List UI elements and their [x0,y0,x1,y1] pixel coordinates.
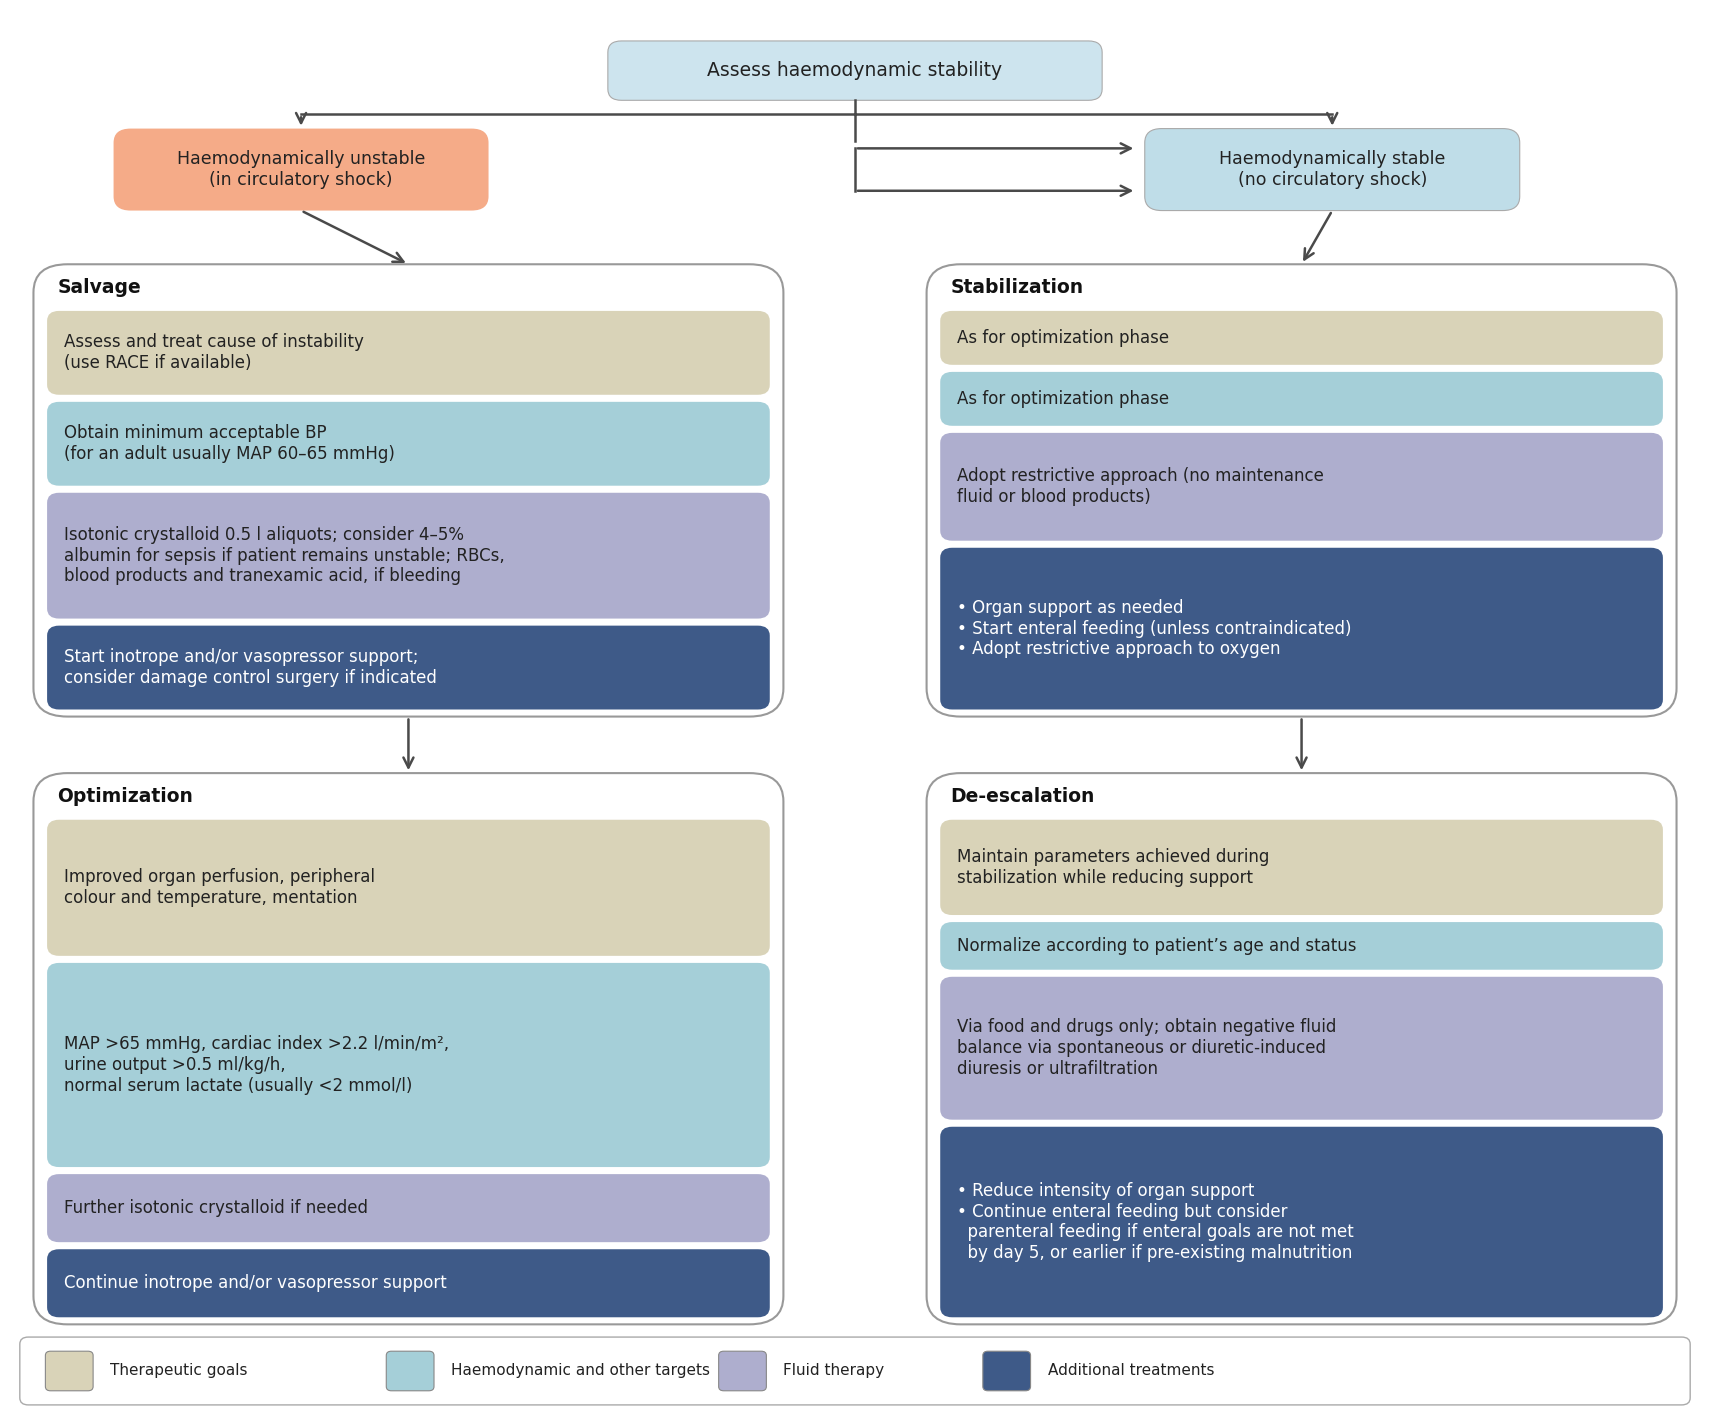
FancyBboxPatch shape [941,311,1662,365]
FancyBboxPatch shape [48,1174,770,1242]
Text: • Organ support as needed
• Start enteral feeding (unless contraindicated)
• Ado: • Organ support as needed • Start entera… [958,599,1353,658]
Text: Stabilization: Stabilization [951,278,1084,298]
FancyBboxPatch shape [113,129,489,210]
Text: Haemodynamically unstable
(in circulatory shock): Haemodynamically unstable (in circulator… [176,150,426,189]
FancyBboxPatch shape [983,1351,1031,1391]
FancyBboxPatch shape [927,264,1676,717]
FancyBboxPatch shape [48,1249,770,1317]
FancyBboxPatch shape [941,976,1662,1120]
Text: Start inotrope and/or vasopressor support;
consider damage control surgery if in: Start inotrope and/or vasopressor suppor… [65,648,438,687]
Text: MAP >65 mmHg, cardiac index >2.2 l/min/m²,
urine output >0.5 ml/kg/h,
normal ser: MAP >65 mmHg, cardiac index >2.2 l/min/m… [65,1036,450,1095]
Text: Haemodynamic and other targets: Haemodynamic and other targets [451,1364,710,1378]
FancyBboxPatch shape [386,1351,434,1391]
FancyBboxPatch shape [941,820,1662,915]
FancyBboxPatch shape [941,548,1662,710]
Text: As for optimization phase: As for optimization phase [958,329,1170,346]
FancyBboxPatch shape [941,922,1662,969]
Text: Obtain minimum acceptable BP
(for an adult usually MAP 60–65 mmHg): Obtain minimum acceptable BP (for an adu… [65,424,395,463]
Text: Additional treatments: Additional treatments [1048,1364,1214,1378]
FancyBboxPatch shape [48,820,770,956]
Text: As for optimization phase: As for optimization phase [958,390,1170,407]
FancyBboxPatch shape [607,41,1103,101]
FancyBboxPatch shape [48,492,770,619]
Text: Adopt restrictive approach (no maintenance
fluid or blood products): Adopt restrictive approach (no maintenan… [958,467,1324,507]
Text: Fluid therapy: Fluid therapy [783,1364,884,1378]
FancyBboxPatch shape [48,402,770,485]
FancyBboxPatch shape [48,964,770,1166]
Text: Improved organ perfusion, peripheral
colour and temperature, mentation: Improved organ perfusion, peripheral col… [65,868,374,907]
FancyBboxPatch shape [34,773,783,1324]
Text: Isotonic crystalloid 0.5 l aliquots; consider 4–5%
albumin for sepsis if patient: Isotonic crystalloid 0.5 l aliquots; con… [65,526,504,586]
FancyBboxPatch shape [941,372,1662,426]
Text: Via food and drugs only; obtain negative fluid
balance via spontaneous or diuret: Via food and drugs only; obtain negative… [958,1019,1337,1078]
FancyBboxPatch shape [941,433,1662,541]
FancyBboxPatch shape [941,1127,1662,1317]
FancyBboxPatch shape [48,626,770,710]
FancyBboxPatch shape [1144,129,1520,210]
FancyBboxPatch shape [46,1351,92,1391]
Text: Haemodynamically stable
(no circulatory shock): Haemodynamically stable (no circulatory … [1219,150,1445,189]
Text: De-escalation: De-escalation [951,788,1094,806]
Text: Maintain parameters achieved during
stabilization while reducing support: Maintain parameters achieved during stab… [958,849,1269,887]
Text: Salvage: Salvage [58,278,140,298]
FancyBboxPatch shape [927,773,1676,1324]
Text: Therapeutic goals: Therapeutic goals [109,1364,248,1378]
Text: Assess and treat cause of instability
(use RACE if available): Assess and treat cause of instability (u… [65,333,364,372]
Text: Assess haemodynamic stability: Assess haemodynamic stability [708,61,1002,79]
Text: Normalize according to patient’s age and status: Normalize according to patient’s age and… [958,937,1356,955]
FancyBboxPatch shape [48,311,770,394]
FancyBboxPatch shape [34,264,783,717]
Text: • Reduce intensity of organ support
• Continue enteral feeding but consider
  pa: • Reduce intensity of organ support • Co… [958,1182,1354,1263]
FancyBboxPatch shape [718,1351,766,1391]
Text: Further isotonic crystalloid if needed: Further isotonic crystalloid if needed [65,1199,368,1218]
Text: Continue inotrope and/or vasopressor support: Continue inotrope and/or vasopressor sup… [65,1274,446,1293]
FancyBboxPatch shape [21,1337,1689,1405]
Text: Optimization: Optimization [58,788,193,806]
